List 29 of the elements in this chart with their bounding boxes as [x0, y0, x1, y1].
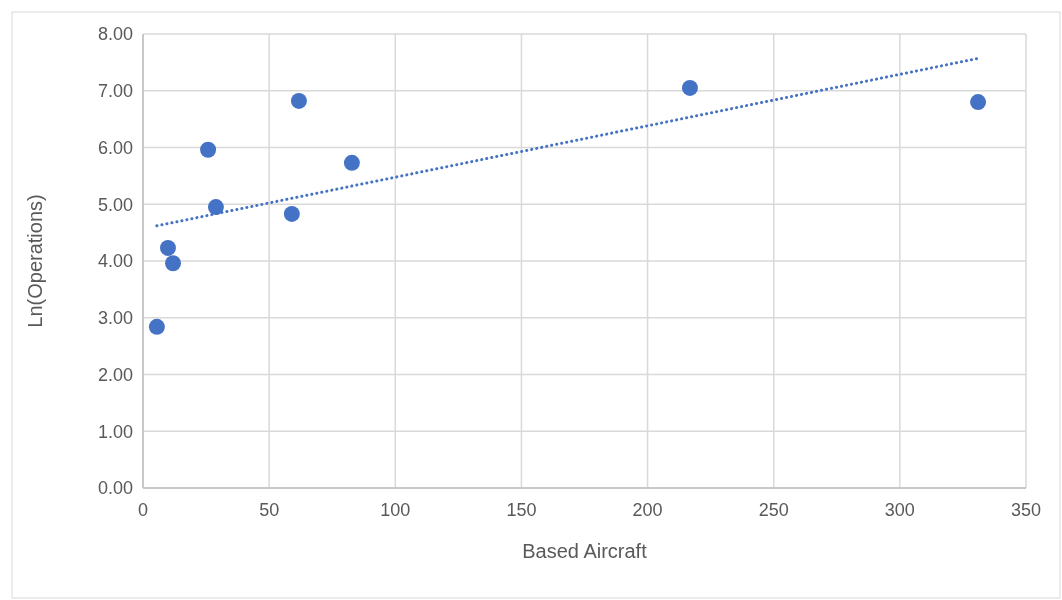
x-tick-label: 100 — [380, 500, 411, 520]
x-tick-label: 300 — [884, 500, 915, 520]
point — [970, 94, 987, 111]
point — [207, 199, 224, 216]
point — [681, 79, 698, 96]
point — [148, 318, 165, 335]
point — [290, 92, 307, 109]
x-axis-title: Based Aircraft — [522, 540, 648, 562]
y-tick-label: 0.00 — [97, 478, 133, 499]
y-tick-label: 1.00 — [97, 421, 133, 442]
x-tick-label: 50 — [259, 500, 280, 520]
x-tick-label: 0 — [137, 500, 149, 520]
y-axis-title: Ln(Operations) — [24, 194, 46, 328]
y-tick-label: 5.00 — [97, 194, 133, 215]
x-tick-label: 250 — [758, 500, 789, 520]
y-tick-label: 2.00 — [97, 364, 133, 385]
point — [165, 255, 182, 272]
point — [343, 154, 360, 171]
x-tick-label: 350 — [1010, 500, 1042, 520]
y-tick-label: 6.00 — [97, 137, 133, 158]
point — [159, 239, 176, 256]
y-tick-label: 4.00 — [97, 251, 133, 272]
point — [200, 141, 217, 158]
y-tick-label: 7.00 — [97, 81, 133, 102]
y-tick-label: 3.00 — [97, 308, 133, 329]
x-tick-label: 200 — [632, 500, 663, 520]
x-tick-label: 150 — [506, 500, 537, 520]
y-tick-label: 8.00 — [97, 24, 133, 45]
point — [283, 205, 300, 222]
